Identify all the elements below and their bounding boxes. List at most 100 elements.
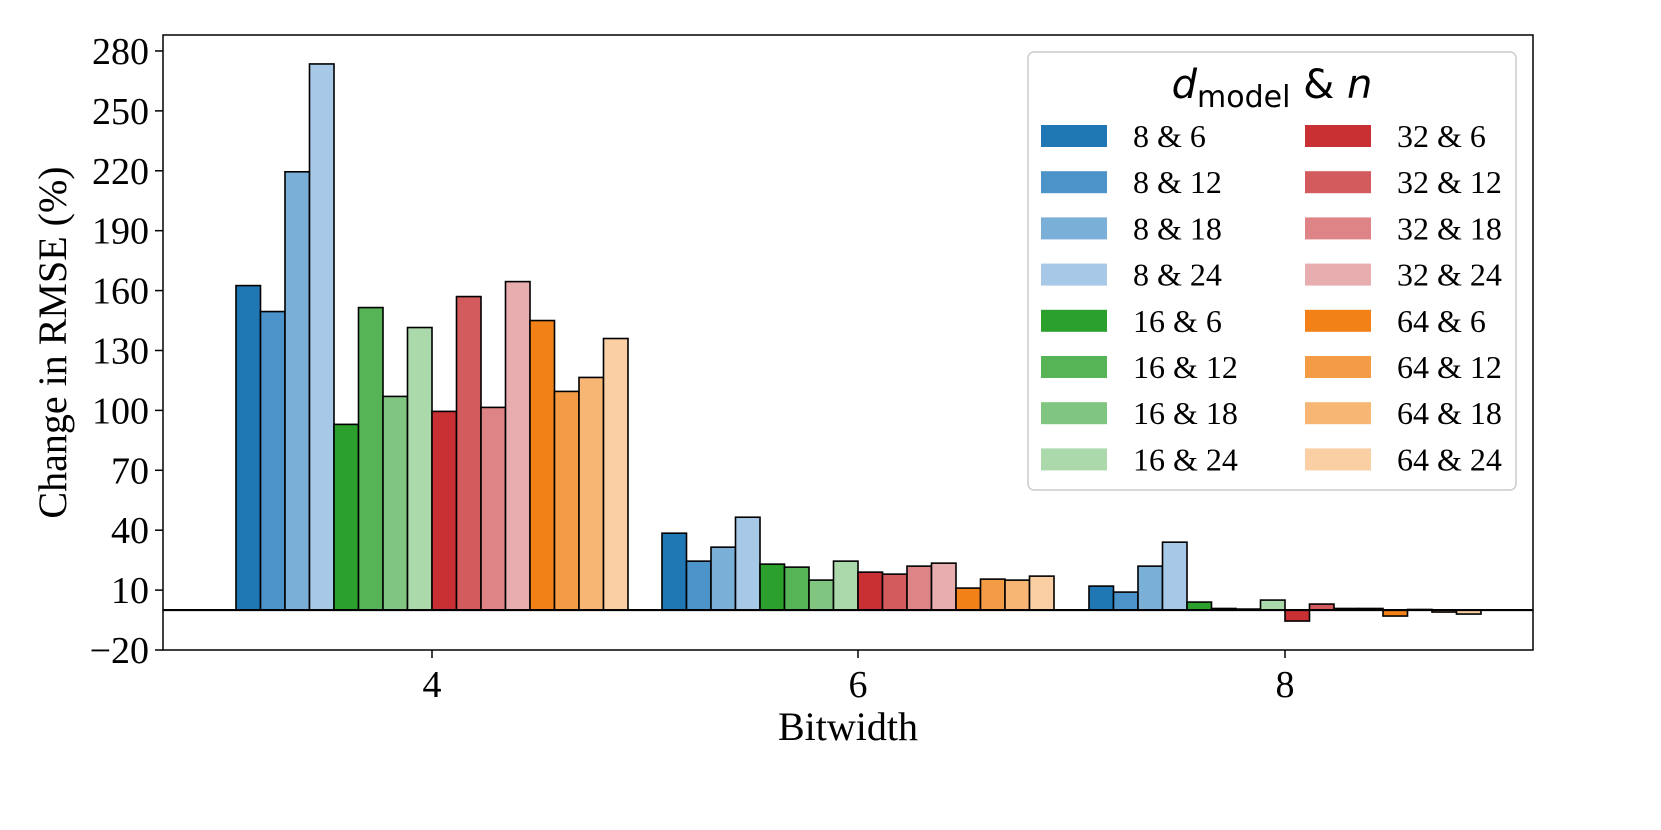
plot-frame bbox=[162, 34, 1534, 651]
bar-32-12-bw-6 bbox=[881, 573, 908, 611]
bar-32-6-bw-6 bbox=[857, 571, 884, 611]
legend-label: 16 & 12 bbox=[1133, 349, 1238, 385]
bar-64-24-bw-6 bbox=[1028, 575, 1055, 611]
bar-32-24-bw-6 bbox=[930, 562, 957, 611]
bar-8-24-bw-8 bbox=[1161, 541, 1188, 611]
legend-entries: 8 & 6 8 & 12 8 & 18 8 & 24 16 & 6 16 & 12 16 &… bbox=[1041, 118, 1502, 477]
bar-16-18-bw-6 bbox=[808, 579, 835, 611]
legend-label: 32 & 12 bbox=[1397, 164, 1502, 200]
legend-label: 8 & 18 bbox=[1133, 210, 1222, 246]
y-tick-label: 70 bbox=[111, 450, 149, 492]
legend-swatch bbox=[1305, 448, 1371, 471]
x-axis: 4 6 8 bbox=[423, 650, 1295, 706]
y-axis-label: Change in RMSE (%) bbox=[30, 166, 75, 518]
bar-16-6-bw-6 bbox=[759, 563, 786, 611]
bar-16-12-bw-4 bbox=[357, 306, 384, 611]
legend-swatch bbox=[1305, 309, 1371, 332]
legend-swatch bbox=[1305, 171, 1371, 194]
legend-label: 8 & 6 bbox=[1133, 118, 1206, 154]
y-tick-label: 160 bbox=[92, 271, 149, 313]
legend-swatch bbox=[1041, 402, 1107, 425]
y-tick-label: −20 bbox=[90, 630, 149, 672]
legend-label: 64 & 12 bbox=[1397, 349, 1502, 385]
bar-16-24-bw-4 bbox=[406, 326, 433, 611]
legend-swatch bbox=[1305, 402, 1371, 425]
y-tick-label: 250 bbox=[92, 91, 149, 133]
legend-swatch bbox=[1041, 356, 1107, 378]
legend-swatch bbox=[1041, 309, 1107, 332]
bar-64-6-bw-4 bbox=[529, 319, 556, 611]
bar-8-6-bw-8 bbox=[1088, 585, 1115, 611]
legend-label: 8 & 24 bbox=[1133, 257, 1222, 293]
legend: dmodel & n 8 & 6 8 & 12 8 & 18 8 & 24 16 & 6… bbox=[1027, 51, 1517, 491]
y-tick-label: 130 bbox=[92, 330, 149, 372]
bar-32-18-bw-4 bbox=[480, 406, 507, 611]
y-axis: −20 10 40 70 100 130 160 190 220 250 280 bbox=[90, 31, 163, 672]
legend-label: 16 & 6 bbox=[1133, 303, 1222, 339]
legend-title-main: d bbox=[1172, 62, 1198, 108]
bar-64-12-bw-4 bbox=[553, 390, 580, 611]
bar-8-12-bw-4 bbox=[259, 310, 286, 611]
bar-8-18-bw-4 bbox=[284, 170, 311, 611]
bar-32-18-bw-6 bbox=[906, 565, 933, 611]
bar-32-6-bw-8 bbox=[1284, 609, 1311, 622]
y-tick-label: 40 bbox=[111, 510, 149, 552]
bar-16-6-bw-4 bbox=[333, 423, 360, 611]
bar-16-24-bw-6 bbox=[832, 560, 859, 611]
bar-64-18-bw-6 bbox=[1004, 579, 1031, 611]
legend-swatch bbox=[1305, 263, 1371, 286]
legend-title-var: n bbox=[1347, 62, 1372, 108]
bar-64-18-bw-4 bbox=[578, 376, 605, 611]
bar-8-12-bw-6 bbox=[685, 560, 712, 611]
bar-8-6-bw-4 bbox=[235, 284, 262, 611]
y-tick-label: 10 bbox=[111, 570, 149, 612]
y-tick-label: 190 bbox=[92, 211, 149, 253]
legend-label: 32 & 18 bbox=[1397, 210, 1502, 246]
bar-16-24-bw-8 bbox=[1259, 599, 1286, 611]
legend-label: 16 & 18 bbox=[1133, 395, 1238, 431]
bar-8-24-bw-6 bbox=[734, 516, 761, 611]
bar-32-12-bw-4 bbox=[455, 295, 482, 611]
legend-swatch bbox=[1305, 125, 1371, 147]
x-tick-label: 6 bbox=[849, 664, 868, 706]
legend-swatch bbox=[1041, 125, 1107, 147]
x-tick-label: 4 bbox=[423, 664, 442, 706]
legend-label: 64 & 18 bbox=[1397, 395, 1502, 431]
bar-16-12-bw-6 bbox=[783, 566, 810, 611]
legend-swatch bbox=[1041, 263, 1107, 286]
legend-title-rest: & bbox=[1290, 62, 1347, 108]
bar-16-18-bw-4 bbox=[382, 395, 409, 611]
bar-8-6-bw-6 bbox=[661, 532, 688, 611]
legend-box bbox=[1027, 51, 1517, 491]
legend-label: 16 & 24 bbox=[1133, 441, 1238, 477]
legend-label: 32 & 6 bbox=[1397, 118, 1486, 154]
legend-label: 64 & 6 bbox=[1397, 303, 1486, 339]
legend-title-sub: model bbox=[1197, 80, 1290, 115]
bar-8-24-bw-4 bbox=[308, 63, 335, 611]
bar-16-6-bw-8 bbox=[1186, 601, 1213, 611]
bar-8-18-bw-8 bbox=[1137, 565, 1164, 611]
legend-swatch bbox=[1041, 171, 1107, 194]
bar-64-24-bw-4 bbox=[602, 337, 629, 611]
legend-label: 32 & 24 bbox=[1397, 257, 1502, 293]
legend-label: 8 & 12 bbox=[1133, 164, 1222, 200]
legend-swatch bbox=[1041, 217, 1107, 240]
bar-8-18-bw-6 bbox=[710, 546, 737, 611]
y-tick-label: 220 bbox=[92, 151, 149, 193]
legend-swatch bbox=[1305, 356, 1371, 378]
legend-label: 64 & 24 bbox=[1397, 441, 1502, 477]
bar-32-24-bw-4 bbox=[504, 280, 531, 611]
bar-64-12-bw-6 bbox=[979, 578, 1006, 611]
legend-swatch bbox=[1305, 217, 1371, 240]
bars-layer bbox=[235, 63, 1482, 622]
bar-64-6-bw-6 bbox=[955, 587, 982, 611]
y-tick-label: 100 bbox=[92, 390, 149, 432]
legend-swatch bbox=[1041, 448, 1107, 471]
legend-title: dmodel & n bbox=[1172, 62, 1373, 115]
x-tick-label: 8 bbox=[1276, 664, 1295, 706]
x-axis-label: Bitwidth bbox=[778, 704, 918, 749]
bar-32-6-bw-4 bbox=[431, 410, 458, 611]
bar-8-12-bw-8 bbox=[1112, 591, 1139, 611]
y-tick-label: 280 bbox=[92, 31, 149, 73]
